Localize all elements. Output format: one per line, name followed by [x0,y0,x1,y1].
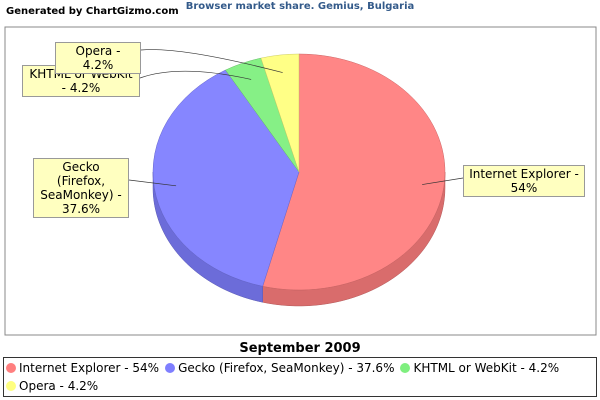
legend-item: KHTML or WebKit - 4.2% [400,359,559,377]
slice [152,69,300,287]
chart-subtitle: September 2009 [239,341,360,356]
leader-line [140,49,283,73]
data-label: Internet Explorer - 54% [463,165,585,197]
legend-swatch [400,363,411,373]
legend-label: Internet Explorer - 54% [19,361,160,375]
leader-line [422,177,464,185]
leader-line [139,70,252,80]
legend-item: Internet Explorer - 54% [6,359,159,377]
legend-label: Opera - 4.2% [19,379,99,393]
legend-label: Gecko (Firefox, SeaMonkey) - 37.6% [178,361,395,375]
legend-label: KHTML or WebKit - 4.2% [413,361,560,375]
data-label: Opera - 4.2% [55,42,141,74]
legend: Internet Explorer - 54% Gecko (Firefox, S… [3,357,597,397]
chart-title: Browser market share. Gemius, Bulgaria [186,1,415,12]
credit: Generated by ChartGizmo.com [6,6,179,17]
legend-swatch [6,363,16,373]
plot-frame [4,26,597,336]
slice [262,53,446,291]
data-label: Gecko (Firefox, SeaMonkey) - 37.6% [33,158,129,218]
slice [260,53,300,173]
pie [128,49,464,307]
legend-item: Opera - 4.2% [6,377,98,395]
legend-swatch [165,363,176,373]
legend-item: Gecko (Firefox, SeaMonkey) - 37.6% [165,359,394,377]
legend-swatch [6,381,16,391]
leader-line [128,179,177,187]
